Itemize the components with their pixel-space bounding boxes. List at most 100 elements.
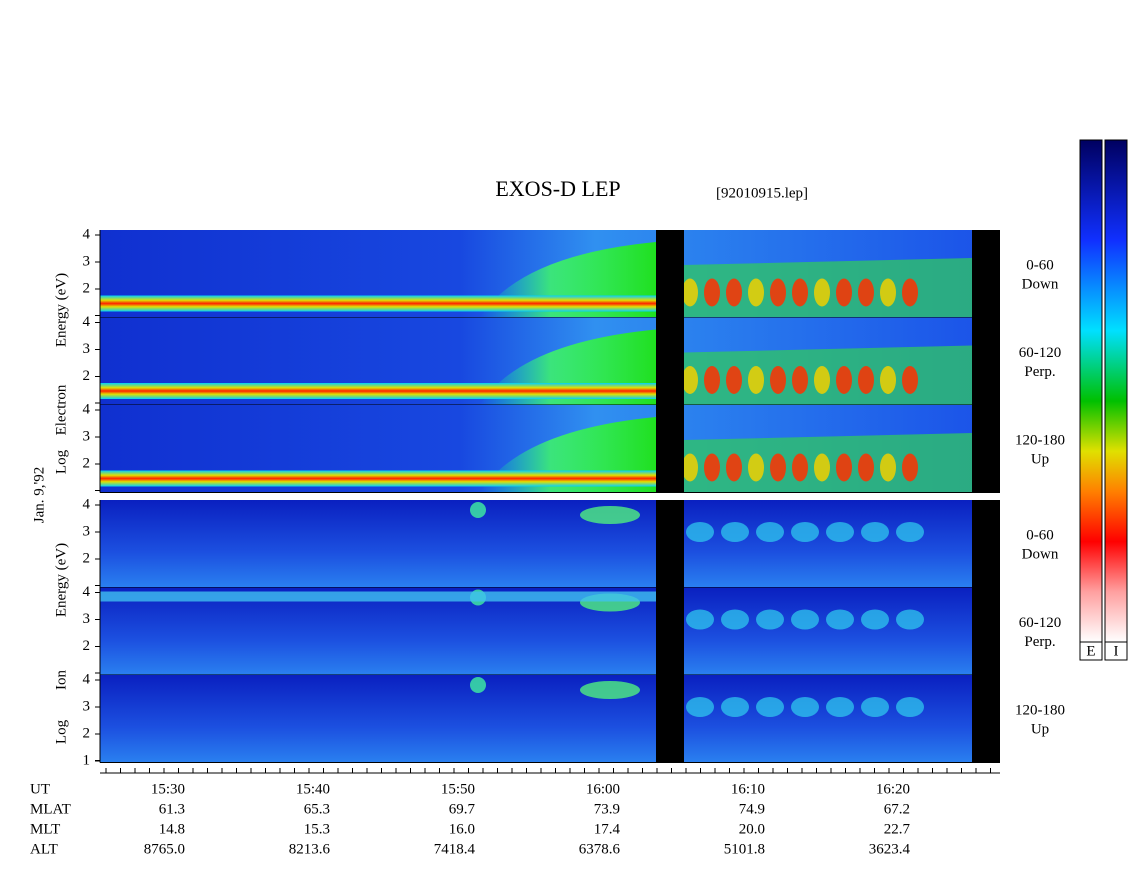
emission	[880, 366, 896, 394]
cell: 15:40	[296, 781, 330, 797]
pitch-label: 60-120	[1019, 615, 1062, 631]
cell: 22.7	[884, 821, 911, 837]
y-tick-label: 3	[83, 698, 91, 714]
data-gap	[656, 500, 684, 588]
emission	[726, 278, 742, 307]
data-gap	[972, 587, 1000, 675]
cell: 74.9	[739, 801, 765, 817]
axis-label: Ion	[53, 670, 69, 690]
emission	[902, 278, 918, 307]
y-tick-label: 2	[83, 725, 91, 741]
emission	[880, 453, 896, 482]
emission	[814, 366, 830, 394]
cell: 17.4	[594, 821, 621, 837]
y-tick-label: 4	[83, 226, 91, 242]
emission	[858, 366, 874, 394]
cell: 8765.0	[144, 841, 185, 857]
emission	[791, 697, 819, 717]
cell: 67.2	[884, 801, 910, 817]
emission	[896, 609, 924, 630]
axis-label: Log	[53, 719, 69, 744]
cell: 16:20	[876, 781, 910, 797]
row-label: UT	[30, 781, 50, 797]
file-name: [92010915.lep]	[716, 185, 808, 201]
emission	[902, 366, 918, 394]
emission	[756, 609, 784, 630]
axis-label: Energy (eV)	[53, 273, 69, 347]
y-tick-label: 1	[83, 752, 91, 768]
emission	[726, 453, 742, 482]
cell: 8213.6	[289, 841, 331, 857]
emission	[726, 366, 742, 394]
cell: 15:30	[151, 781, 185, 797]
title: EXOS-D LEP	[495, 176, 620, 201]
y-tick-label: 4	[83, 584, 91, 600]
emission	[748, 366, 764, 394]
emission	[861, 697, 889, 717]
y-tick-label: 4	[83, 671, 91, 687]
spectrogram	[100, 675, 1000, 763]
colorbar-label-box	[1079, 641, 1103, 661]
cell: 5101.8	[724, 841, 765, 857]
emission-band	[100, 295, 656, 312]
axis-label: Log	[53, 449, 69, 474]
emission	[826, 697, 854, 717]
data-gap	[656, 587, 684, 675]
direction-label: Perp.	[1024, 634, 1055, 650]
y-tick-label: 2	[83, 280, 91, 296]
pitch-label: 120-180	[1015, 702, 1065, 718]
emission-band	[100, 383, 656, 399]
emission-band	[100, 591, 656, 602]
axis-label: Energy (eV)	[53, 543, 69, 617]
cell: 65.3	[304, 801, 330, 817]
emission	[880, 278, 896, 307]
colorbar-label: E	[1086, 643, 1095, 659]
data-gap	[972, 675, 1000, 763]
axis-label: Electron	[53, 384, 69, 435]
emission	[580, 681, 640, 699]
emission	[721, 522, 749, 542]
emission	[682, 366, 698, 394]
pitch-label: 60-120	[1019, 345, 1062, 361]
emission	[792, 278, 808, 307]
colorbar	[1104, 139, 1128, 643]
emission	[826, 609, 854, 630]
cell: 15.3	[304, 821, 330, 837]
data-gap	[656, 230, 684, 318]
emission	[896, 522, 924, 542]
y-tick-label: 2	[83, 455, 91, 471]
cell: 14.8	[159, 821, 185, 837]
emission	[826, 522, 854, 542]
emission	[470, 502, 486, 518]
emission	[770, 453, 786, 482]
cell: 61.3	[159, 801, 185, 817]
y-tick-label: 3	[83, 523, 91, 539]
emission	[748, 278, 764, 307]
y-tick-label: 3	[83, 341, 91, 357]
cell: 20.0	[739, 821, 765, 837]
emission	[858, 453, 874, 482]
direction-label: Down	[1022, 276, 1059, 292]
y-tick-label: 3	[83, 428, 91, 444]
pitch-label: 120-180	[1015, 432, 1065, 448]
emission	[686, 609, 714, 630]
data-gap	[656, 675, 684, 763]
emission	[770, 278, 786, 307]
emission	[682, 453, 698, 482]
emission	[682, 278, 698, 307]
emission	[721, 609, 749, 630]
emission	[814, 278, 830, 307]
pitch-label: 0-60	[1026, 257, 1054, 273]
y-tick-label: 4	[83, 314, 91, 330]
emission	[580, 506, 640, 524]
emission	[861, 609, 889, 630]
cell: 6378.6	[579, 841, 621, 857]
emission	[902, 453, 918, 482]
row-label: MLT	[30, 821, 60, 837]
emission	[756, 522, 784, 542]
y-tick-label: 4	[83, 401, 91, 417]
y-tick-label: 2	[83, 638, 91, 654]
colorbar-label: I	[1114, 643, 1119, 659]
y-tick-label: 2	[83, 368, 91, 384]
emission	[792, 453, 808, 482]
